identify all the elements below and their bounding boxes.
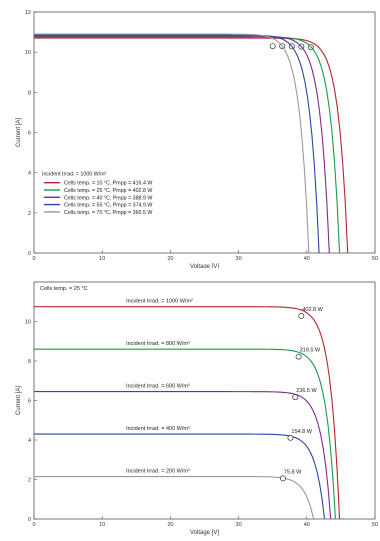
series-line-3 (34, 34, 320, 254)
x-tick-label: 20 (167, 522, 173, 528)
y-tick-label: 0 (28, 517, 31, 523)
temperature-note: Cells temp. = 25 °C (40, 286, 88, 292)
series-line-0 (34, 306, 341, 520)
mpp-marker-2 (292, 394, 299, 401)
x-tick-label: 10 (99, 522, 105, 528)
plot-frame (33, 11, 376, 254)
legend-entry-4: Cells temp. = 70 °C, Pmpp = 360.5 W (64, 210, 152, 216)
x-tick-label: 20 (167, 256, 173, 262)
mpp-marker-1 (295, 353, 302, 360)
series-line-2 (34, 391, 332, 520)
mpp-marker-4 (279, 475, 286, 482)
y-tick-label: 10 (25, 320, 31, 326)
chart-irradiance: 0 10 20 30 40 50 0 2 4 6 8 10 Voltage [V] Current [A]… (16, 281, 378, 536)
y-tick-label: 6 (28, 399, 31, 405)
x-tick-label: 0 (32, 522, 35, 528)
x-axis-label: Voltage [V] (190, 530, 219, 536)
x-tick-label: 50 (372, 522, 378, 528)
series-label-2: Incident Irrad. = 600 W/m² (126, 384, 190, 390)
mpp-marker-0 (298, 313, 305, 319)
x-tick-label: 30 (236, 522, 242, 528)
mpp-label-0: 402.8 W (302, 307, 323, 313)
legend-title: Incident Irrad. = 1000 W/m² (42, 172, 107, 178)
y-tick-label: 4 (28, 171, 31, 177)
y-tick-label: 10 (25, 50, 31, 56)
y-tick-label: 8 (28, 359, 31, 365)
y-tick-label: 12 (25, 10, 31, 16)
x-tick-label: 0 (32, 256, 35, 262)
series-line-1 (34, 36, 341, 254)
series-label-3: Incident Irrad. = 400 W/m² (126, 426, 190, 432)
mpp-label-1: 319.5 W (300, 348, 321, 354)
series-line-2 (34, 35, 330, 254)
mpp-label-2: 236.5 W (296, 388, 317, 394)
legend-entry-0: Cells temp. = 10 °C, Pmpp = 416.4 W (64, 181, 152, 187)
y-tick-label: 4 (28, 438, 31, 444)
chart-temperature: 0 10 20 30 40 50 0 2 4 6 8 10 12 Voltage [V] Current [… (16, 10, 378, 268)
y-tick-label: 2 (28, 478, 31, 484)
series-label-0: Incident Irrad. = 1000 W/m² (126, 299, 193, 305)
series-label-1: Incident Irrad. = 800 W/m² (126, 341, 190, 347)
x-tick-label: 10 (99, 256, 105, 262)
y-tick-label: 8 (28, 90, 31, 96)
y-tick-label: 6 (28, 131, 31, 137)
y-axis-label: Current [A] (16, 386, 22, 415)
legend-entry-1: Cells temp. = 25 °C, Pmpp = 402.8 W (64, 188, 152, 194)
series-line-3 (33, 433, 326, 520)
x-tick-label: 30 (236, 256, 242, 262)
x-tick-label: 40 (304, 522, 310, 528)
y-tick-label: 0 (28, 251, 31, 257)
legend-entry-2: Cells temp. = 40 °C, Pmpp = 388.9 W (64, 195, 152, 201)
series-line-4 (34, 475, 315, 520)
y-axis-label: Current [A] (16, 118, 22, 147)
mpp-marker-3 (287, 434, 294, 441)
mpp-marker-4 (269, 43, 276, 50)
legend-entry-3: Cells temp. = 55 °C, Pmpp = 374.9 W (64, 203, 152, 209)
x-tick-label: 50 (372, 256, 378, 262)
series-line-4 (34, 33, 310, 254)
x-tick-label: 40 (304, 256, 310, 262)
series-label-4: Incident Irrad. = 200 W/m² (126, 469, 190, 475)
mpp-label-3: 154.8 W (291, 429, 312, 435)
series-line-1 (34, 348, 336, 520)
mpp-label-4: 75.8 W (284, 469, 302, 475)
y-tick-label: 2 (28, 211, 31, 217)
x-axis-label: Voltage [V] (190, 264, 219, 268)
